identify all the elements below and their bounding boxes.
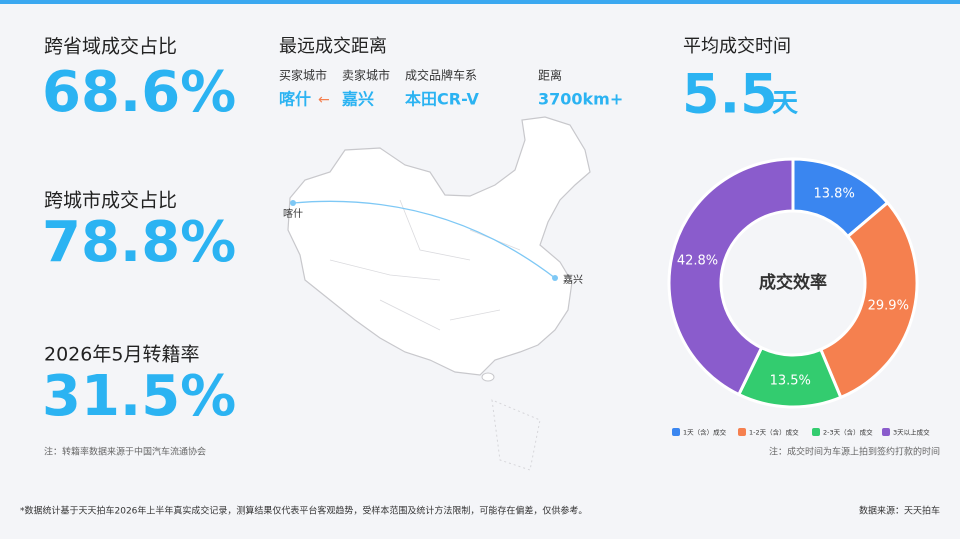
map-sea — [491, 399, 541, 471]
map-outline — [287, 116, 591, 376]
legend-swatch — [812, 428, 820, 436]
legend-swatch — [672, 428, 680, 436]
value-label: 42.8% — [677, 254, 718, 269]
map-label: 喀什 — [283, 207, 303, 220]
avg-unit: 天 — [772, 89, 798, 119]
avg-value: 5.5 — [682, 63, 778, 126]
note: 注：成交时间为车源上拍到签约打款的时间 — [769, 446, 940, 458]
route-label: 成交品牌车系 — [405, 68, 477, 83]
route-value: 嘉兴 — [341, 90, 374, 109]
map-island — [481, 372, 495, 382]
stat-label: 跨城市成交占比 — [44, 190, 177, 212]
source: 数据来源：天天拍车 — [859, 505, 940, 517]
legend-swatch — [882, 428, 890, 436]
route-label: 卖家城市 — [342, 68, 390, 83]
stat-value: 31.5% — [42, 364, 236, 429]
route-arrow: ← — [318, 92, 330, 108]
note: 注：转籍率数据来源于中国汽车流通协会 — [44, 446, 206, 458]
city-dot — [552, 275, 558, 281]
stat-label: 跨省域成交占比 — [44, 36, 177, 58]
donut-segment — [818, 200, 919, 400]
city-dot — [290, 200, 296, 206]
donut-chart — [667, 157, 919, 409]
legend-label: 2-3天（含）成交 — [823, 428, 873, 437]
value-label: 13.8% — [814, 187, 855, 202]
route-value: 3700km+ — [538, 90, 623, 109]
donut-center: 成交效率 — [759, 272, 827, 293]
route-line — [292, 200, 556, 279]
stat-label: 2026年5月转籍率 — [44, 344, 199, 366]
disclaimer: *数据统计基于天天拍车2026年上半年真实成交记录，测算结果仅代表平台客观趋势，… — [20, 505, 587, 517]
route-label: 距离 — [538, 68, 562, 83]
stat-value: 68.6% — [42, 60, 236, 125]
legend-swatch — [738, 428, 746, 436]
map-label: 嘉兴 — [563, 273, 583, 286]
legend-label: 3天以上成交 — [893, 428, 930, 437]
top-bar — [0, 0, 960, 4]
legend-label: 1-2天（含）成交 — [749, 428, 799, 437]
section-title: 最远成交距离 — [279, 36, 387, 57]
route-value: 喀什 — [279, 90, 311, 109]
value-label: 29.9% — [868, 298, 909, 313]
donut-segment — [667, 157, 795, 397]
route-label: 买家城市 — [279, 68, 327, 83]
value-label: 13.5% — [770, 373, 811, 388]
stat-value: 78.8% — [42, 210, 236, 275]
legend-label: 1天（含）成交 — [683, 428, 727, 437]
section-title: 平均成交时间 — [683, 36, 791, 57]
route-value: 本田CR-V — [405, 90, 480, 109]
